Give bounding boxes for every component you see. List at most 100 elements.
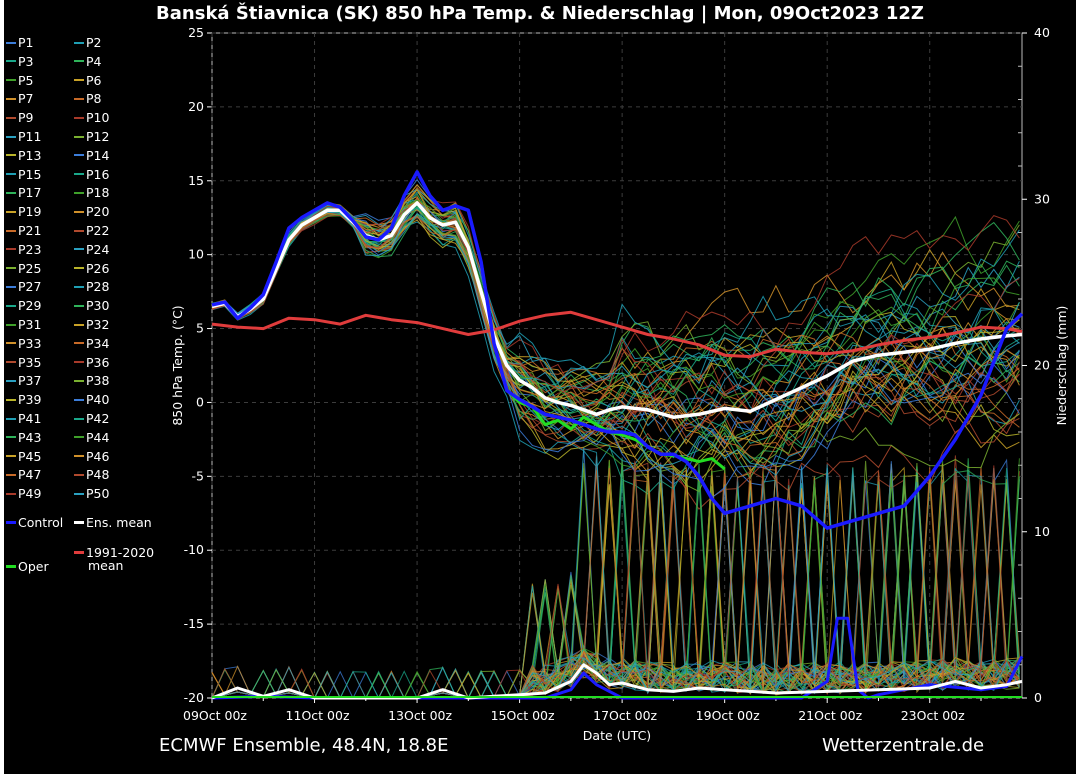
series-line-1991-2020-mean (211, 310, 1023, 359)
legend-item-p9: P9 (6, 111, 34, 125)
legend-item-p19: P19 (6, 205, 41, 219)
y-tick-label: 10 (188, 247, 204, 262)
legend-label: P5 (18, 72, 34, 88)
legend-oper: Oper (6, 560, 49, 574)
legend-swatch (74, 79, 84, 82)
x-tick-label: 17Oct 00z (593, 708, 657, 723)
series-line-p42 (211, 206, 1020, 422)
legend-label: P13 (18, 147, 42, 163)
legend-item-p46: P46 (74, 449, 109, 464)
legend-swatch (6, 229, 16, 232)
legend-swatch (74, 173, 84, 176)
x-tick-label: 13Oct 00z (388, 708, 452, 723)
legend-swatch (6, 379, 16, 382)
legend-label: P37 (18, 373, 42, 389)
legend-label: P50 (86, 486, 110, 502)
legend-item-p38: P38 (74, 374, 109, 388)
legend-label: P25 (18, 260, 42, 276)
y-tick-label: 15 (188, 173, 204, 188)
legend-label: P39 (18, 392, 42, 408)
legend-label: P23 (18, 241, 42, 257)
legend-swatch (74, 304, 84, 307)
legend-climate-label-2: mean (88, 558, 124, 573)
legend-ens-mean: Ens. mean (74, 516, 152, 530)
legend-swatch (6, 173, 16, 176)
legend-item-p26: P26 (74, 261, 109, 276)
legend-item-p44: P44 (74, 429, 110, 445)
legend-item-p50: P50 (74, 487, 109, 501)
series-line-p28 (211, 191, 1020, 385)
series-line-p48 (211, 201, 1020, 447)
legend-swatch (74, 248, 84, 251)
legend-swatch (74, 492, 84, 495)
legend-label: P43 (18, 429, 42, 445)
legend-swatch (74, 135, 84, 138)
legend-label: P9 (18, 110, 34, 126)
x-tick-label: 09Oct 00z (183, 708, 247, 723)
legend-swatch (74, 398, 84, 401)
legend-swatch (74, 379, 84, 382)
legend-swatch (74, 417, 84, 420)
legend-label: P44 (86, 429, 110, 445)
footer-brand: Wetterzentrale.de (822, 735, 985, 756)
legend-label: P16 (86, 166, 110, 182)
legend-swatch (6, 473, 16, 476)
legend-swatch (6, 154, 16, 157)
legend-item-p10: P10 (74, 111, 109, 125)
legend-label: P32 (86, 317, 110, 332)
legend-ens-mean-label: Ens. mean (86, 515, 152, 530)
series-line-p8 (211, 186, 1020, 425)
legend-item-p13: P13 (6, 147, 42, 163)
series-line-p45 (211, 184, 1020, 425)
legend-label: P45 (18, 448, 42, 464)
legend-swatch (6, 60, 16, 63)
legend-swatch (6, 455, 16, 458)
footer-source: ECMWF Ensemble, 48.4N, 18.8E (159, 735, 449, 756)
y-tick-label: -5 (192, 468, 204, 483)
legend-control-label: Control (18, 515, 64, 530)
legend-swatch (6, 398, 16, 401)
legend-item-p5: P5 (6, 72, 34, 88)
legend-swatch (74, 436, 84, 439)
legend-item-p14: P14 (74, 148, 109, 163)
legend-control: Control (6, 516, 63, 530)
legend-item-p45: P45 (6, 448, 42, 464)
legend-item-p4: P4 (74, 54, 102, 69)
legend-item-p20: P20 (74, 205, 109, 219)
legend-label: P7 (18, 91, 34, 107)
legend-label: P21 (18, 223, 42, 238)
legend-item-p49: P49 (6, 487, 41, 501)
legend-item-p32: P32 (74, 318, 109, 332)
y-tick-label: -20 (184, 690, 204, 705)
series-line-p5 (211, 209, 1020, 428)
legend-climate-label: 1991-2020 (86, 545, 155, 560)
legend-item-p27: P27 (6, 280, 41, 294)
legend-climate-swatch (74, 551, 84, 554)
legend-item-p40: P40 (74, 393, 109, 407)
legend-label: P47 (18, 467, 42, 483)
legend-swatch (6, 191, 16, 194)
plot-area: 25 20 15 10 5 0 -5 -10 -15 -20 09Oct 00z 11Oct 00z 1… (170, 25, 1069, 743)
legend-item-p21: P21 (6, 224, 41, 238)
legend-swatch (74, 191, 84, 194)
legend-label: P19 (18, 204, 42, 220)
legend-swatch (74, 473, 84, 476)
legend-swatch (74, 267, 84, 270)
legend-label: P1 (18, 35, 34, 50)
legend-item-p23: P23 (6, 241, 42, 257)
legend-item-p3: P3 (6, 54, 34, 69)
legend-swatch (74, 229, 84, 232)
legend-swatch (74, 60, 84, 63)
legend-swatch (6, 285, 16, 288)
legend-item-p6: P6 (74, 73, 102, 88)
legend-swatch (6, 248, 16, 251)
legend-swatch (74, 342, 84, 345)
legend-item-p33: P33 (6, 336, 41, 351)
y2-tick-label: 0 (1034, 690, 1042, 705)
legend-item-p8: P8 (74, 92, 102, 106)
y2-tick-label: 10 (1034, 524, 1050, 539)
y-axis-title: 850 hPa Temp. (°C) (170, 305, 185, 425)
legend-item-p16: P16 (74, 166, 110, 182)
legend-swatch (74, 455, 84, 458)
